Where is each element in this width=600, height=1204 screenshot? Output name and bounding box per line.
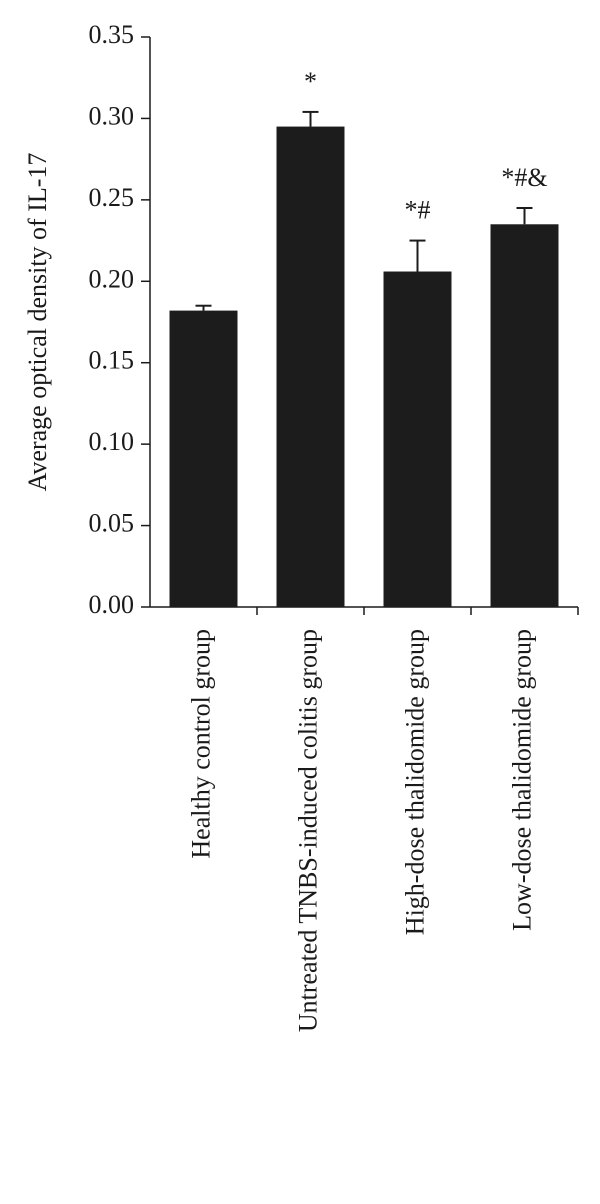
x-tick-label: Low-dose thalidomide group (507, 629, 536, 931)
bar (169, 310, 238, 607)
significance-label: *#& (501, 163, 547, 192)
x-tick-label: Untreated TNBS-induced colitis group (293, 629, 322, 1032)
significance-label: * (304, 67, 317, 96)
bar (490, 224, 559, 608)
y-axis-label: Average optical density of IL-17 (23, 153, 52, 492)
y-tick-label: 0.10 (89, 427, 135, 456)
y-tick-label: 0.35 (89, 20, 135, 49)
y-tick-label: 0.25 (89, 183, 135, 212)
significance-label: *# (405, 196, 431, 225)
bar (276, 126, 345, 608)
y-tick-label: 0.00 (89, 590, 135, 619)
x-tick-label: High-dose thalidomide group (400, 629, 429, 935)
bar (383, 271, 452, 607)
x-tick-label: Healthy control group (186, 629, 215, 859)
y-tick-label: 0.20 (89, 264, 135, 293)
y-tick-label: 0.15 (89, 346, 135, 375)
y-tick-label: 0.05 (89, 509, 135, 538)
y-tick-label: 0.30 (89, 101, 135, 130)
